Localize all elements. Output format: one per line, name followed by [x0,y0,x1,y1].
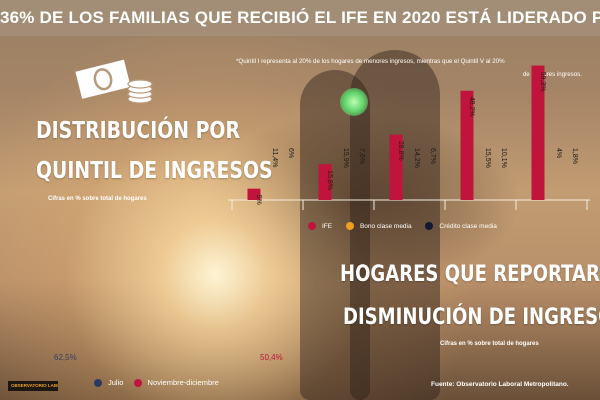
legend-item-noviembre: Noviembre-diciembre [133,378,219,387]
data-label-ife-q4: 48,2% [468,97,475,117]
bar-ife-q5 [531,65,545,200]
quintile-note: *Quintil I representa al 20% de los hoga… [236,55,594,81]
data-label-credito-q3: 6,7% [429,148,436,164]
legend-dot-noviembre [133,378,142,387]
data-label-bono-q4: 15,5% [484,148,491,168]
data-label-credito-q5: 1,8% [571,148,578,164]
money-icon [75,59,153,104]
data-label-ife-q1: 5% [255,195,262,205]
legend-item-bono: Bono clase media [345,222,412,230]
bar-ife-q2 [318,164,332,200]
logo: OBSERVATORIO LABORAL [8,381,58,391]
bar-ife-q1 [247,188,261,200]
value-label-julio: 62,5% [54,353,77,362]
legend-label-noviembre: Noviembre-diciembre [147,378,219,387]
section2-heading-line1: HOGARES QUE REPORTARON [340,262,600,287]
data-label-ife-q5: 59,3% [539,72,546,92]
section1-heading-line2: QUINTIL DE INGRESOS [36,158,273,184]
legend-dot-ife [308,222,316,230]
legend-item-credito: Crédito clase media [425,222,497,230]
section1-heading-line1: DISTRIBUCIÓN POR [36,118,240,144]
bar-ife-q3 [389,134,403,200]
silhouette-figure-left [300,70,370,400]
chart2-legend: Julio Noviembre-diciembre [94,378,227,389]
section2-heading-line2: DISMINUCIÓN DE INGRESOS [343,305,600,330]
legend-label-julio: Julio [108,378,124,387]
quintile-note-line2: de mayores ingresos. [522,71,582,78]
legend-dot-bono [345,222,354,230]
data-label-ife-q2: 15,8% [326,170,333,190]
data-label-credito-q1: 6% [287,148,294,158]
data-label-bono-q3: 14,2% [413,148,420,168]
quintile-note-line1: *Quintil I representa al 20% de los hoga… [236,58,505,65]
light-flare [340,88,368,116]
legend-item-ife: IFE [308,222,332,230]
source-note: Fuente: Observatorio Laboral Metropolita… [431,381,569,388]
legend-label-credito: Crédito clase media [439,222,497,230]
data-label-credito-q4: 10,1% [500,148,507,168]
legend-label-bono: Bono clase media [359,222,412,230]
chart1-legend: IFE Bono clase media Crédito clase media [308,222,509,232]
section2-subtitle: Cifras en % sobre total de hogares [440,341,539,347]
data-label-bono-q2: 15,9% [342,148,349,168]
legend-label-ife: IFE [322,222,333,230]
value-label-noviembre: 50,4% [260,353,283,362]
section1-subtitle: Cifras en % sobre total de hogares [48,196,147,202]
data-label-bono-q1: 11,4% [271,148,278,167]
data-label-credito-q2: 7,6% [358,148,365,164]
bar-ife-q4 [460,90,474,200]
legend-item-julio: Julio [94,378,123,387]
data-label-bono-q5: 4% [555,148,562,158]
page-title: 36% DE LOS FAMILIAS QUE RECIBIÓ EL IFE E… [0,0,600,36]
legend-dot-credito [425,222,434,230]
data-label-ife-q3: 28,8% [397,141,404,161]
legend-dot-julio [94,378,102,387]
